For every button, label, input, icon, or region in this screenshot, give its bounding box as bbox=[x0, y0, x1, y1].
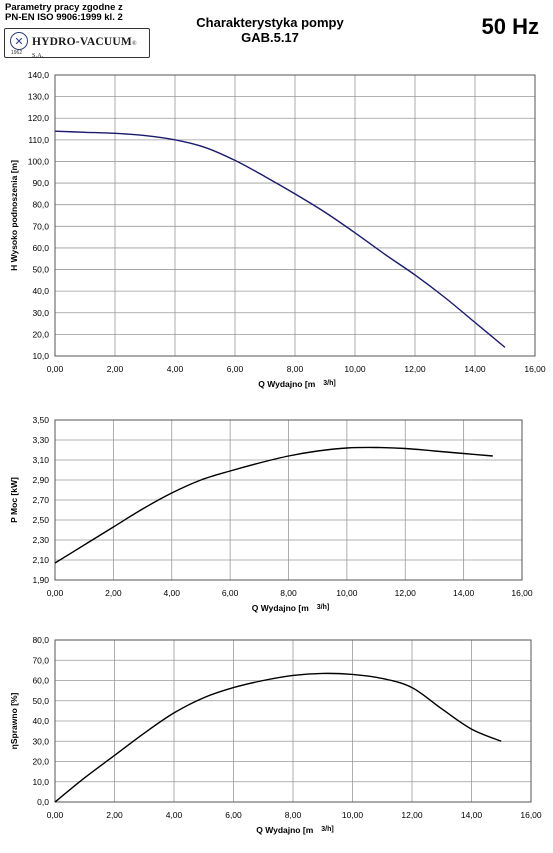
y-tick-label: 2,70 bbox=[32, 495, 49, 505]
logo-emblem-icon: ✕ bbox=[10, 32, 28, 50]
y-tick-label: 0,0 bbox=[37, 797, 49, 807]
y-tick-label: 2,10 bbox=[32, 555, 49, 565]
y-tick-label: 20,0 bbox=[32, 329, 49, 339]
y-tick-label: 70,0 bbox=[32, 655, 49, 665]
power-chart: 0,00 2,00 4,00 6,00 8,00 10,00 12,00 14,00 16,00… bbox=[9, 415, 533, 613]
y-tick-label: 30,0 bbox=[32, 308, 49, 318]
x-tick-label: 14,00 bbox=[461, 810, 483, 820]
x-tick-label: 0,00 bbox=[47, 364, 64, 374]
y-tick-label: 20,0 bbox=[32, 757, 49, 767]
y-axis-label: H Wysoko podnoszenia [m] bbox=[9, 160, 19, 271]
x-tick-label: 8,00 bbox=[287, 364, 304, 374]
x-tick-label: 12,00 bbox=[395, 588, 417, 598]
x-tick-label: 10,00 bbox=[342, 810, 364, 820]
plot-frame bbox=[54, 639, 532, 803]
series-line bbox=[54, 446, 493, 564]
frequency-label: 50 Hz bbox=[481, 14, 539, 39]
x-tick-label: 4,00 bbox=[166, 810, 183, 820]
y-tick-label: 40,0 bbox=[32, 286, 49, 296]
pump-model: GAB.5.17 bbox=[241, 30, 299, 45]
x-tick-label: 0,00 bbox=[47, 588, 64, 598]
y-tick-label: 50,0 bbox=[32, 265, 49, 275]
x-tick-label: 6,00 bbox=[222, 588, 239, 598]
x-tick-label: 6,00 bbox=[225, 810, 242, 820]
x-tick-label: 10,00 bbox=[336, 588, 358, 598]
x-tick-label: 12,00 bbox=[401, 810, 423, 820]
y-tick-label: 120,0 bbox=[28, 113, 50, 123]
x-tick-label: 6,00 bbox=[227, 364, 244, 374]
y-tick-label: 2,50 bbox=[32, 515, 49, 525]
hydro-vacuum-logo: ✕ HYDRO-VACUUM® S.A. 1962 bbox=[4, 28, 150, 59]
y-axis-label: P Moc [kW] bbox=[9, 477, 19, 523]
y-tick-label: 60,0 bbox=[32, 243, 49, 253]
y-tick-label: 2,90 bbox=[32, 475, 49, 485]
x-tick-label: 2,00 bbox=[106, 810, 123, 820]
x-tick-label: 4,00 bbox=[167, 364, 184, 374]
head-chart: 0,00 2,00 4,00 6,00 8,00 10,00 12,00 14,00 16,00… bbox=[9, 70, 546, 389]
x-tick-label: 4,00 bbox=[163, 588, 180, 598]
plot-frame bbox=[54, 74, 536, 357]
x-tick-label: 8,00 bbox=[280, 588, 297, 598]
y-tick-label: 1,90 bbox=[32, 575, 49, 585]
y-tick-label: 80,0 bbox=[32, 635, 49, 645]
y-tick-label: 3,30 bbox=[32, 435, 49, 445]
x-tick-label: 16,00 bbox=[520, 810, 542, 820]
y-tick-label: 110,0 bbox=[28, 135, 49, 145]
y-tick-label: 80,0 bbox=[32, 200, 49, 210]
chart-title: Charakterystyka pompy bbox=[196, 15, 344, 30]
series-line bbox=[54, 672, 502, 803]
x-tick-label: 16,00 bbox=[524, 364, 546, 374]
x-tick-label: 10,00 bbox=[344, 364, 366, 374]
y-tick-label: 90,0 bbox=[32, 178, 49, 188]
plot-frame bbox=[54, 419, 523, 581]
y-tick-label: 40,0 bbox=[32, 716, 49, 726]
y-tick-label: 100,0 bbox=[28, 156, 50, 166]
x-tick-label: 2,00 bbox=[105, 588, 122, 598]
series-line bbox=[54, 130, 506, 348]
x-tick-label: 2,00 bbox=[107, 364, 124, 374]
logo-year: 1962 bbox=[11, 50, 23, 56]
y-tick-label: 3,50 bbox=[32, 415, 49, 425]
y-tick-label: 50,0 bbox=[32, 696, 49, 706]
x-axis-label: Q Wydajno [m 3/h] bbox=[258, 379, 335, 389]
y-tick-label: 3,10 bbox=[32, 455, 49, 465]
x-axis-label: Q Wydajno [m 3/h] bbox=[256, 825, 333, 835]
efficiency-chart: 0,00 2,00 4,00 6,00 8,00 10,00 12,00 14,00 16,00… bbox=[9, 635, 542, 835]
y-tick-label: 10,0 bbox=[32, 351, 49, 361]
y-tick-label: 130,0 bbox=[28, 92, 50, 102]
x-axis-label: Q Wydajno [m 3/h] bbox=[252, 603, 329, 613]
y-tick-label: 70,0 bbox=[32, 221, 49, 231]
y-tick-label: 140,0 bbox=[28, 70, 50, 80]
y-tick-label: 2,30 bbox=[32, 535, 49, 545]
standard-note-line2: PN-EN ISO 9906:1999 kl. 2 bbox=[5, 12, 123, 23]
x-tick-label: 8,00 bbox=[285, 810, 302, 820]
x-tick-label: 12,00 bbox=[404, 364, 426, 374]
y-tick-label: 10,0 bbox=[32, 777, 49, 787]
x-tick-label: 14,00 bbox=[453, 588, 475, 598]
y-tick-label: 30,0 bbox=[32, 736, 49, 746]
y-tick-label: 60,0 bbox=[32, 676, 49, 686]
x-tick-label: 0,00 bbox=[47, 810, 64, 820]
x-tick-label: 14,00 bbox=[464, 364, 486, 374]
y-axis-label: ηSprawno [%] bbox=[9, 693, 19, 750]
logo-wordmark: HYDRO-VACUUM® S.A. bbox=[32, 36, 137, 59]
standard-note-line1: Parametry pracy zgodne z bbox=[5, 2, 123, 13]
x-tick-label: 16,00 bbox=[511, 588, 533, 598]
